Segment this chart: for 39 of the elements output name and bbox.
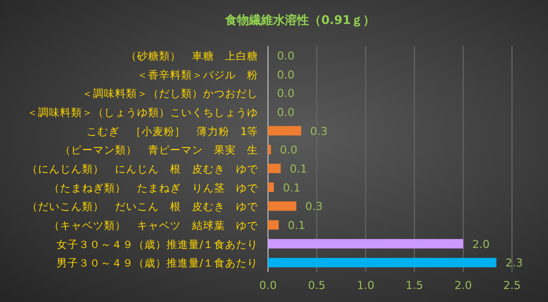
chart-title: 食物繊維水溶性（0.91ｇ）: [224, 13, 375, 27]
data-label: 0.0: [277, 68, 294, 82]
x-tick-label: 1.0: [356, 279, 374, 292]
bar: [268, 239, 464, 248]
y-tick-label: ＜香辛料類＞バジル 粉: [137, 68, 258, 82]
data-label: 0.3: [310, 124, 328, 138]
y-tick-label: （たまねぎ類） たまねぎ りん茎 ゆで: [49, 181, 259, 194]
y-tick-label: 女子３０～４９（歳）推進量/１食あたり: [56, 238, 258, 251]
x-tick-label: 2.5: [503, 279, 521, 292]
bar: [268, 164, 281, 174]
y-tick-label: ＜調味料類＞（しょうゆ類）こいくちしょうゆ: [27, 106, 258, 119]
x-tick-label: 1.5: [406, 279, 424, 292]
y-tick-label: （キャベツ類） キャベツ 結球葉 ゆで: [49, 218, 259, 232]
bar: [268, 220, 279, 230]
data-label: 0.1: [290, 162, 308, 176]
data-label: 0.3: [305, 200, 323, 214]
data-label: 0.1: [288, 218, 306, 232]
data-label: 0.0: [277, 49, 294, 62]
x-tick-label: 0.5: [308, 279, 326, 292]
x-tick-label: 0.0: [259, 279, 277, 292]
bar: [268, 126, 302, 136]
y-tick-label: ＜調味料類＞（だし類）かつおだし: [82, 87, 258, 100]
bar: [268, 201, 296, 211]
x-tick-label: 2.0: [454, 279, 472, 292]
bar: [268, 258, 496, 268]
y-tick-label: （砂糖類） 車糖 上白糖: [126, 49, 258, 62]
bar: [268, 182, 274, 192]
data-label: 0.0: [277, 87, 294, 100]
y-tick-label: こむぎ ［小麦粉］ 薄力粉 1等: [86, 124, 258, 138]
y-tick-label: （ピーマン類） 青ピーマン 果実 生: [60, 144, 258, 157]
y-tick-label: （だいこん類） だいこん 根 皮むき ゆで: [27, 200, 259, 214]
y-tick-label: 男子３０～４９（歳）推進量/１食あたり: [56, 256, 258, 270]
y-tick-label: （にんじん類） にんじん 根 皮むき ゆで: [27, 162, 259, 176]
data-label: 2.3: [505, 256, 523, 270]
data-label: 2.0: [472, 238, 490, 251]
bar: [268, 144, 271, 154]
data-label: 0.0: [277, 106, 294, 119]
data-label: 0.0: [280, 144, 298, 157]
data-label: 0.1: [282, 181, 300, 194]
